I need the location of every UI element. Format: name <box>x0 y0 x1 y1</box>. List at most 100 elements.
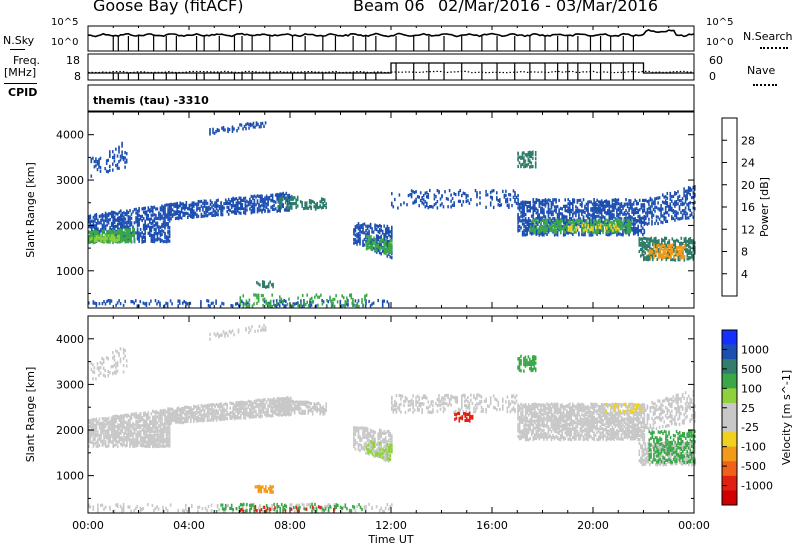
range-gate-cell <box>240 403 242 407</box>
range-gate-cell <box>280 400 283 404</box>
range-gate-cell <box>167 436 169 440</box>
range-gate-cell <box>107 298 110 303</box>
range-gate-cell <box>563 230 565 234</box>
range-gate-cell <box>214 416 216 420</box>
range-gate-cell <box>253 293 255 297</box>
range-gate-cell <box>155 231 157 236</box>
range-gate-cell <box>532 231 535 235</box>
range-gate-cell <box>634 211 636 215</box>
range-gate-cell <box>579 203 582 207</box>
range-gate-cell <box>505 200 507 204</box>
range-gate-cell <box>689 201 691 205</box>
range-gate-cell <box>135 440 137 444</box>
range-gate-cell <box>424 191 427 195</box>
range-gate-cell <box>133 427 136 431</box>
range-gate-cell <box>684 213 687 217</box>
range-gate-cell <box>138 417 140 422</box>
range-gate-cell <box>131 232 134 236</box>
range-gate-cell <box>156 426 159 430</box>
range-gate-cell <box>235 403 238 407</box>
range-gate-cell <box>147 438 150 442</box>
range-gate-cell <box>635 210 638 215</box>
range-gate-cell <box>274 412 277 416</box>
range-gate-cell <box>371 247 374 251</box>
range-gate-cell <box>380 224 382 229</box>
range-gate-cell <box>100 430 102 434</box>
range-gate-cell <box>314 203 317 207</box>
range-gate-cell <box>491 189 493 193</box>
range-gate-cell <box>222 126 225 130</box>
range-gate-cell <box>359 236 361 240</box>
range-gate-cell <box>517 227 519 231</box>
range-gate-cell <box>104 429 107 433</box>
range-gate-cell <box>662 253 664 258</box>
range-gate-cell <box>88 216 90 221</box>
range-gate-cell <box>311 300 313 304</box>
range-gate-cell <box>241 299 243 303</box>
range-gate-cell <box>104 236 107 240</box>
range-gate-cell <box>176 417 178 421</box>
range-gate-cell <box>372 230 375 234</box>
range-gate-cell <box>152 206 154 210</box>
range-gate-cell <box>637 224 639 228</box>
range-gate-cell <box>268 195 271 199</box>
range-gate-cell <box>149 225 151 229</box>
range-gate-cell <box>179 421 181 425</box>
range-gate-cell <box>152 213 154 217</box>
range-gate-cell <box>174 411 177 415</box>
range-gate-cell <box>202 214 204 218</box>
range-gate-cell <box>672 209 675 213</box>
range-gate-cell <box>208 207 210 211</box>
range-gate-cell <box>549 228 552 232</box>
range-gate-cell <box>649 207 652 211</box>
range-gate-cell <box>230 197 233 201</box>
range-gate-cell <box>221 301 223 305</box>
range-gate-cell <box>391 239 393 243</box>
range-gate-cell <box>113 238 116 243</box>
range-gate-cell <box>422 198 425 202</box>
range-gate-cell <box>152 234 154 238</box>
range-gate-cell <box>658 207 661 211</box>
range-gate-cell <box>532 156 534 160</box>
range-gate-cell <box>613 213 615 217</box>
range-gate-cell <box>132 225 134 229</box>
range-gate-cell <box>282 203 284 207</box>
range-gate-cell <box>632 222 635 226</box>
range-gate-cell <box>365 234 368 238</box>
range-gate-cell <box>93 160 96 164</box>
range-gate-cell <box>177 217 180 221</box>
range-gate-cell <box>544 198 547 202</box>
range-gate-cell <box>453 201 455 205</box>
range-gate-cell <box>375 236 378 240</box>
range-gate-cell <box>110 416 113 420</box>
range-gate-cell <box>540 209 542 213</box>
range-gate-cell <box>233 414 236 418</box>
range-gate-cell <box>330 299 333 303</box>
range-gate-cell <box>206 403 209 408</box>
range-gate-cell <box>644 256 647 260</box>
range-gate-cell <box>141 438 143 442</box>
range-gate-cell <box>211 418 213 422</box>
range-gate-cell <box>380 243 382 247</box>
range-gate-cell <box>127 240 129 244</box>
range-gate-cell <box>135 444 137 448</box>
range-gate-cell <box>593 214 595 218</box>
range-gate-cell <box>614 204 617 208</box>
range-gate-cell <box>655 219 658 223</box>
range-gate-cell <box>594 215 597 219</box>
range-gate-cell <box>523 151 525 155</box>
range-gate-cell <box>227 127 229 131</box>
range-gate-cell <box>103 300 105 304</box>
range-gate-cell <box>244 209 247 213</box>
range-gate-cell <box>567 202 569 206</box>
range-gate-cell <box>167 217 169 222</box>
range-gate-cell <box>669 202 672 206</box>
range-gate-cell <box>366 224 369 228</box>
range-gate-cell <box>567 222 569 226</box>
range-gate-cell <box>165 215 168 219</box>
range-gate-cell <box>277 404 280 409</box>
range-gate-cell <box>566 228 568 232</box>
range-gate-cell <box>614 198 617 202</box>
range-gate-cell <box>117 218 119 223</box>
range-gate-cell <box>264 398 266 402</box>
